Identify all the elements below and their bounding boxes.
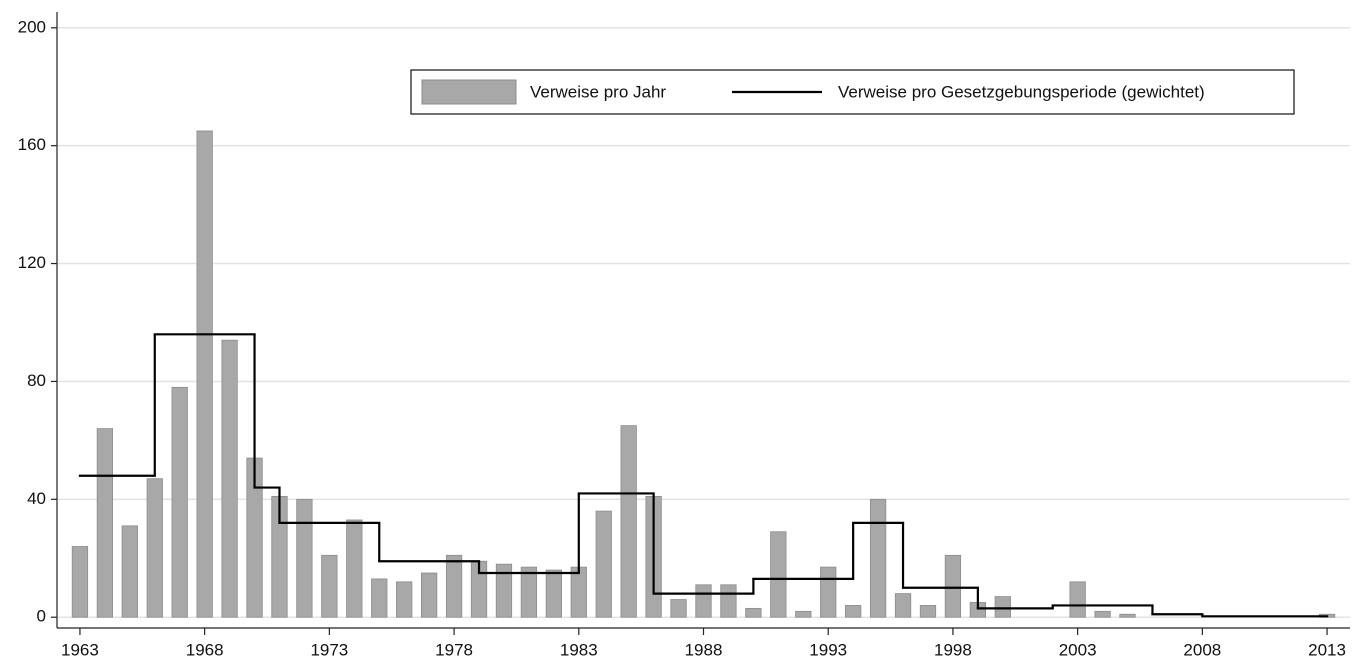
x-tick-label: 1973 bbox=[310, 640, 348, 659]
bar bbox=[396, 581, 413, 618]
x-tick-label: 1978 bbox=[435, 640, 473, 659]
x-tick-label: 2013 bbox=[1308, 640, 1346, 659]
bar bbox=[445, 554, 463, 618]
x-tick-label: 1988 bbox=[685, 640, 723, 659]
bar bbox=[869, 498, 887, 618]
y-tick-label: 160 bbox=[18, 135, 46, 154]
y-tick-label: 40 bbox=[27, 489, 46, 508]
bar bbox=[595, 510, 612, 618]
y-tick-label: 0 bbox=[37, 607, 46, 626]
x-tick-label: 1983 bbox=[560, 640, 598, 659]
bar bbox=[795, 610, 812, 618]
bar bbox=[620, 425, 637, 618]
legend-box bbox=[410, 69, 1295, 115]
bar bbox=[545, 569, 562, 618]
bar bbox=[994, 596, 1011, 618]
bar bbox=[670, 599, 687, 618]
bar bbox=[221, 339, 238, 618]
y-tick-label: 200 bbox=[18, 17, 46, 36]
y-tick-label: 120 bbox=[18, 253, 46, 272]
x-tick-label: 2003 bbox=[1059, 640, 1097, 659]
bar bbox=[421, 572, 438, 618]
x-tick-label: 1993 bbox=[809, 640, 847, 659]
bar bbox=[745, 607, 762, 618]
legend-label: Verweise pro Jahr bbox=[530, 82, 666, 101]
bar bbox=[321, 554, 338, 618]
bar bbox=[71, 546, 89, 618]
y-tick-label: 80 bbox=[27, 371, 46, 390]
bar bbox=[495, 563, 513, 618]
bar bbox=[171, 386, 188, 618]
bar bbox=[1094, 610, 1111, 618]
bar bbox=[371, 578, 388, 618]
bar bbox=[770, 531, 787, 618]
bar bbox=[720, 584, 737, 618]
x-tick-label: 1998 bbox=[934, 640, 972, 659]
bar bbox=[146, 478, 163, 618]
bar bbox=[695, 584, 712, 618]
bar bbox=[96, 428, 114, 618]
bar bbox=[820, 566, 837, 618]
bar bbox=[1069, 581, 1086, 618]
bar bbox=[520, 566, 538, 618]
bar bbox=[919, 605, 937, 618]
bar bbox=[296, 498, 313, 618]
bar bbox=[570, 566, 587, 618]
x-tick-label: 1963 bbox=[61, 640, 99, 659]
bar bbox=[196, 130, 213, 618]
bar bbox=[894, 593, 912, 618]
x-tick-label: 2008 bbox=[1183, 640, 1221, 659]
bar bbox=[121, 525, 138, 618]
bar bbox=[944, 554, 962, 618]
bar bbox=[346, 519, 363, 618]
x-tick-label: 1968 bbox=[186, 640, 224, 659]
legend-label: Verweise pro Gesetzgebungsperiode (gewic… bbox=[838, 82, 1205, 101]
bar bbox=[845, 605, 862, 618]
legend-swatch bbox=[421, 79, 517, 105]
bar bbox=[1119, 613, 1136, 618]
